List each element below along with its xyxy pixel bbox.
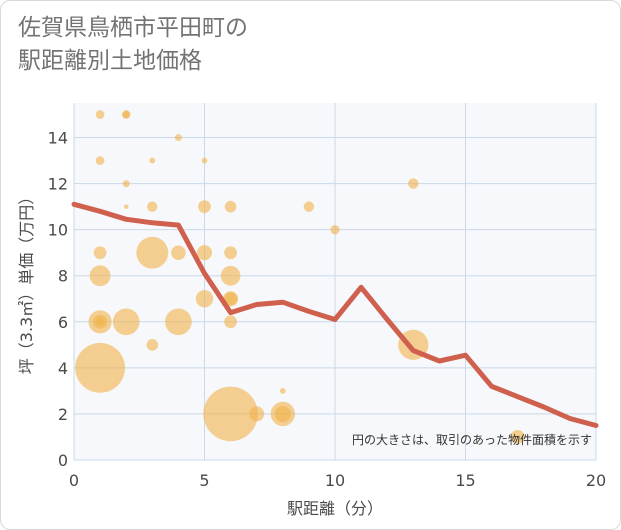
chart-title-line2: 駅距離別土地価格: [18, 48, 202, 74]
data-bubble: [95, 110, 105, 119]
bubble-layer: [75, 110, 525, 444]
y-tick-label: 8: [58, 267, 68, 286]
data-bubble: [408, 178, 419, 189]
data-bubble: [195, 290, 214, 308]
y-tick-label: 14: [48, 129, 68, 148]
data-bubble: [196, 245, 213, 261]
x-tick-label: 5: [199, 471, 209, 490]
data-bubble: [220, 265, 241, 286]
data-bubble: [112, 308, 140, 336]
x-tick-label: 15: [455, 471, 475, 490]
y-tick-labels: 0 2 4 6 8 10 12 14: [48, 129, 68, 470]
data-bubble: [147, 201, 158, 212]
data-bubble: [146, 339, 159, 351]
data-bubble: [96, 317, 105, 326]
y-tick-label: 6: [58, 313, 68, 332]
data-bubble: [224, 246, 237, 260]
bubble-size-note: 円の大きさは、取引のあった物件面積を示す: [352, 432, 592, 447]
x-tick-label: 10: [325, 471, 345, 490]
data-bubble: [510, 430, 525, 444]
y-tick-label: 12: [48, 175, 68, 194]
x-tick-labels: 0 5 10 15 20: [69, 471, 606, 490]
x-tick-label: 20: [586, 471, 606, 490]
data-bubble: [274, 405, 291, 423]
data-bubble: [93, 246, 107, 260]
data-bubble: [224, 200, 237, 213]
y-tick-label: 2: [58, 405, 68, 424]
data-bubble: [224, 315, 237, 329]
data-bubble: [165, 308, 192, 336]
data-bubble: [89, 265, 111, 287]
data-bubble: [330, 225, 340, 235]
x-tick-label: 0: [69, 471, 79, 490]
data-bubble: [201, 157, 208, 164]
average-price-line: [71, 201, 599, 428]
chart-title-line1: 佐賀県鳥栖市平田町の: [18, 15, 248, 41]
chart-title: 佐賀県鳥栖市平田町の 駅距離別土地価格: [18, 12, 248, 78]
data-bubble: [122, 180, 130, 188]
data-bubble: [249, 406, 265, 422]
y-tick-label: 0: [58, 451, 68, 470]
data-bubble: [171, 245, 186, 260]
data-bubble: [122, 111, 130, 118]
data-bubble: [279, 388, 286, 394]
data-bubble: [203, 386, 258, 442]
y-tick-label: 10: [48, 221, 68, 240]
data-bubble: [303, 201, 315, 212]
x-axis-label: 駅距離（分）: [287, 499, 383, 518]
data-bubble: [174, 134, 182, 142]
data-bubble: [198, 200, 211, 214]
y-tick-label: 4: [58, 359, 68, 378]
data-bubble: [123, 204, 129, 209]
data-bubble: [224, 292, 237, 306]
data-bubble: [149, 157, 156, 164]
data-bubble: [136, 236, 169, 269]
data-bubble: [75, 342, 126, 393]
y-axis-label: 坪（3.3㎡）単価（万円）: [17, 189, 36, 374]
data-bubble: [95, 156, 105, 165]
